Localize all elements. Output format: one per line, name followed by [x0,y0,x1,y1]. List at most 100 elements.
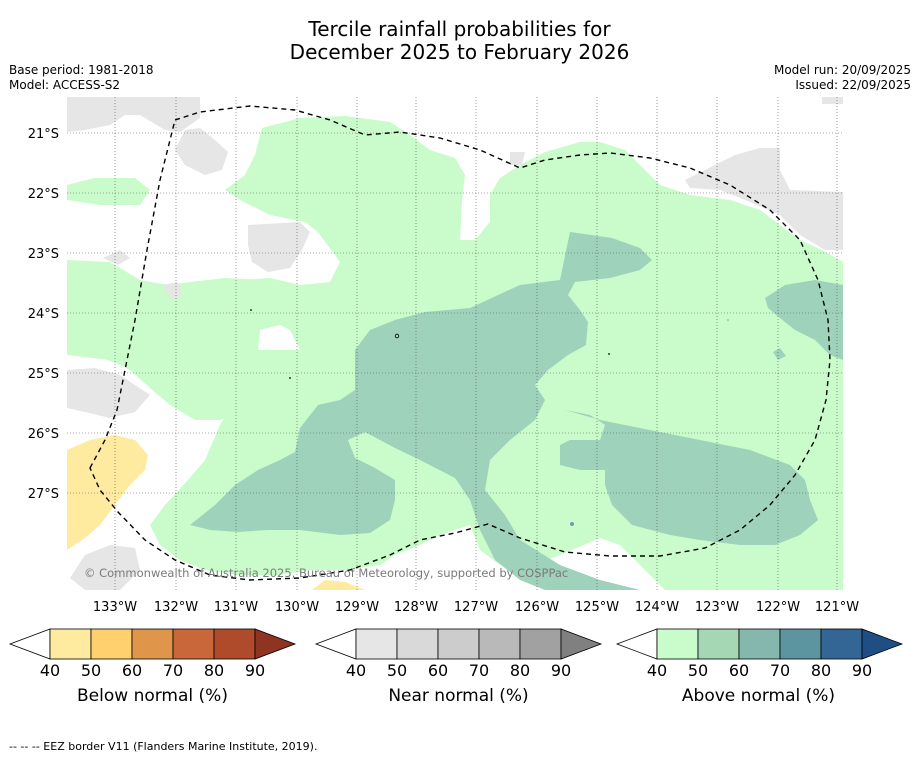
colorbar-extend-low [314,628,357,660]
lon-label: 130°W [275,600,319,615]
colorbar-segment [396,628,439,660]
above-50-east-small [773,348,786,360]
island-marker [250,309,252,311]
below-normal-40-region [67,435,365,590]
colorbar-tick-label: 50 [688,661,708,680]
colorbar-near-normal: 40 50 60 70 80 90 [314,628,603,680]
colorbar-near-label: Near normal (%) [388,686,529,706]
colorbar-extend-high [861,628,904,660]
colorbar-tick-label: 80 [204,661,224,680]
colorbar-tick-label: 70 [163,661,183,680]
lon-label: 129°W [335,600,379,615]
near-40-small-north [510,152,525,165]
colorbar-segment [172,628,215,660]
lon-label: 125°W [575,600,619,615]
colorbar-tick-label: 60 [729,661,749,680]
colorbar-segment [90,628,133,660]
colorbar-tick-label: 80 [510,661,530,680]
title-line-2: December 2025 to February 2026 [289,40,630,64]
near-40-far-north-east [822,97,843,104]
lon-label: 123°W [695,600,739,615]
map-gridlines [67,97,843,590]
colorbar-segment [213,628,256,660]
colorbar-tick-label: 80 [811,661,831,680]
map-title: Tercile rainfall probabilities for Decem… [0,18,919,64]
colorbar-tick-label: 90 [245,661,265,680]
lon-label: 133°W [93,600,137,615]
lon-label: 124°W [635,600,679,615]
longitude-labels: 133°W 132°W 131°W 130°W 129°W 128°W 127°W 126°W… [93,600,859,615]
colorbar-tick-label: 40 [40,661,60,680]
lon-label: 127°W [454,600,498,615]
colorbar-tick-label: 40 [346,661,366,680]
colorbar-segment [478,628,521,660]
meta-left: Base period: 1981-2018 Model: ACCESS-S2 [9,63,154,93]
colorbar-below-normal: 40 50 60 70 80 90 [8,628,297,680]
eez-legend-footer: -- -- -- EEZ border V11 (Flanders Marine… [9,740,318,753]
lat-label: 23°S [28,247,59,262]
lon-label: 121°W [815,600,859,615]
near-40-upper-mid [248,222,310,272]
colorbar-tick-label: 60 [428,661,448,680]
lat-label: 26°S [28,427,59,442]
meta-right: Model run: 20/09/2025 Issued: 22/09/2025 [774,63,911,93]
colorbar-segment [355,628,398,660]
colorbar-above-label: Above normal (%) [681,686,836,706]
colorbar-tick-label: 70 [469,661,489,680]
lat-label: 22°S [28,187,59,202]
colorbar-tick-label: 90 [852,661,872,680]
near-40-north-west [67,97,200,132]
near-40-north-east [685,148,843,250]
base-period: Base period: 1981-2018 [9,63,154,77]
near-40-west-mid [67,368,150,418]
colorbar-below-label: Below normal (%) [77,686,228,706]
colorbar-segment [779,628,822,660]
colorbar-segment [738,628,781,660]
colorbar-extend-low [8,628,51,660]
below-40-south-west [67,435,148,550]
colorbar-tick-label: 60 [122,661,142,680]
colorbar-tick-label: 90 [551,661,571,680]
lon-label: 126°W [515,600,559,615]
island-marker [727,319,729,321]
island-marker [608,353,610,355]
near-40-small-west [103,250,130,265]
issued-date: Issued: 22/09/2025 [795,78,911,92]
near-40-small-2 [162,282,182,300]
lat-label: 25°S [28,367,59,382]
colorbar-tick-label: 70 [770,661,790,680]
colorbar-tick-label: 50 [81,661,101,680]
island-markers [250,309,729,526]
colorbar-tick-label: 40 [647,661,667,680]
below-40-south-bottom [312,580,365,590]
colorbar-above-normal: 40 50 60 70 80 90 [615,628,904,680]
model-run: Model run: 20/09/2025 [773,63,911,77]
map-area: © Commonwealth of Australia 2025, Bureau… [67,97,843,590]
copyright-text: © Commonwealth of Australia 2025, Bureau… [84,566,568,580]
latitude-labels: 21°S 22°S 23°S 24°S 25°S 26°S 27°S [28,127,59,502]
above-50-east [765,280,843,360]
title-line-1: Tercile rainfall probabilities for [308,17,611,41]
lat-label: 27°S [28,487,59,502]
island-marker [289,377,291,379]
near-normal-40-region [67,97,843,590]
colorbar-extend-high [560,628,603,660]
colorbar-tick-label: 50 [387,661,407,680]
colorbar-segment [697,628,740,660]
colorbar-extend-high [254,628,297,660]
colorbar-segment [131,628,174,660]
colorbar-segment [820,628,863,660]
island-marker [394,333,400,339]
lat-label: 24°S [28,307,59,322]
above-50-main [190,232,818,590]
near-40-north-strip [175,128,228,175]
island-marker [570,522,574,526]
colorbar-extend-low [615,628,658,660]
lon-label: 128°W [394,600,438,615]
above-normal-50-region [190,232,843,590]
colorbar-segment [519,628,562,660]
above-40-west-band [67,178,150,205]
colorbar-segment [437,628,480,660]
above-40-west-middle [67,260,320,420]
